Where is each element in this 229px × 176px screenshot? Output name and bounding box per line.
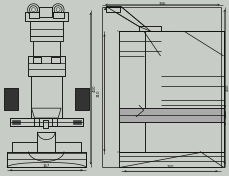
Text: 310: 310 [97,89,101,97]
Polygon shape [136,110,144,117]
Bar [75,89,89,110]
Bar [12,120,20,124]
Bar [33,57,41,63]
Bar [30,21,63,41]
Bar [119,31,161,61]
Bar [119,31,161,61]
Bar [119,110,224,122]
Bar [180,130,192,142]
Bar [10,118,83,126]
Bar [33,41,60,76]
Text: 167: 167 [43,164,50,168]
Bar [30,21,63,41]
Bar [53,12,64,18]
Text: 430: 430 [93,85,97,92]
Bar [12,142,81,152]
Bar [180,130,192,142]
Bar [12,142,81,152]
Bar [10,118,83,126]
Bar [25,12,68,21]
Bar [35,118,39,126]
Polygon shape [119,152,224,167]
Bar [119,31,144,152]
Bar [7,152,86,167]
Bar [119,108,224,122]
Bar [43,120,48,128]
Bar [39,7,52,17]
Bar [119,152,224,167]
Polygon shape [32,108,61,118]
Bar [139,26,161,31]
Polygon shape [30,36,63,41]
Bar [161,31,224,152]
Text: 336: 336 [159,2,166,6]
Bar [30,76,62,118]
Bar [37,132,55,152]
Bar [29,12,39,18]
Bar [10,118,83,126]
Bar [53,12,64,18]
Bar [144,90,161,110]
Bar [119,31,145,152]
Bar [143,31,224,152]
Text: 430: 430 [226,83,229,91]
Bar [4,89,18,110]
Bar [151,140,180,152]
Bar [161,56,224,152]
Text: 230: 230 [167,165,175,169]
Bar [75,89,89,110]
Bar [119,31,144,152]
Bar [27,56,65,76]
Bar [161,31,224,152]
Bar [4,89,18,110]
Bar [51,57,60,63]
Bar [161,56,224,152]
Bar [106,7,120,12]
Polygon shape [136,110,144,117]
Bar [30,76,62,118]
Bar [43,120,48,128]
Bar [119,110,224,122]
Bar [35,118,39,126]
Bar [73,120,81,124]
Bar [106,7,120,12]
Polygon shape [104,7,121,10]
Bar [119,108,224,122]
Bar [119,152,224,167]
Bar [51,57,60,63]
Polygon shape [144,31,161,56]
Polygon shape [144,90,161,110]
Bar [37,132,55,152]
Bar [33,41,60,76]
Bar [33,57,41,63]
Bar [52,118,57,126]
Bar [144,90,161,110]
Bar [139,26,161,31]
Bar [25,12,68,21]
Bar [29,12,39,18]
Bar [39,7,52,17]
Polygon shape [131,105,144,117]
Bar [27,56,65,76]
Bar [7,152,86,167]
Polygon shape [106,7,151,31]
Polygon shape [161,31,224,152]
Bar [119,31,145,152]
Bar [52,118,57,126]
Bar [151,140,180,152]
Bar [143,31,224,152]
